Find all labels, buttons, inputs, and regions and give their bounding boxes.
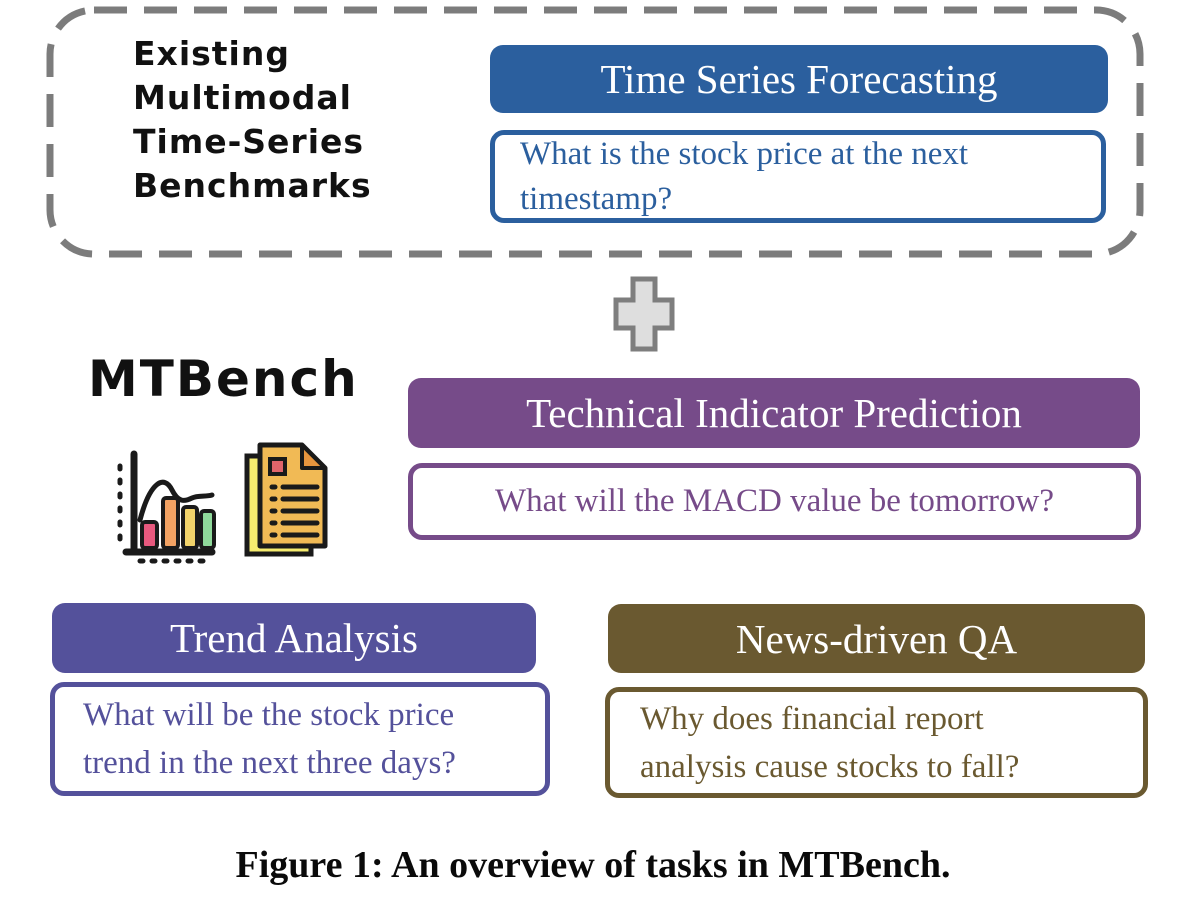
benchmark-group-label-line: Time-Series [133,122,365,161]
task-question-time-series-forecasting: What is the stock price at the next time… [490,130,1106,223]
benchmark-group-dashed-outline [46,6,1144,258]
task-header-news-driven-qa: News-driven QA [608,604,1145,673]
figure-caption: Figure 1: An overview of tasks in MTBenc… [235,844,951,886]
mtbench-label: MTBench [88,350,359,408]
task-question-trend-analysis: What will be the stock price trend in th… [50,682,550,796]
task-header-technical-indicator-prediction: Technical Indicator Prediction [408,378,1140,448]
bar-chart-icon [117,450,216,564]
task-question-technical-indicator-prediction: What will the MACD value be tomorrow? [408,463,1141,540]
benchmark-group-label-line: Multimodal [133,78,352,117]
task-header-trend-analysis: Trend Analysis [52,603,536,673]
plus-icon [613,276,675,352]
document-icon [244,442,328,557]
benchmark-group-label: Existing Multimodal Time-Series Benchmar… [133,32,372,208]
benchmark-group-label-line: Existing [133,34,290,73]
benchmark-group-label-line: Benchmarks [133,166,372,205]
task-header-time-series-forecasting: Time Series Forecasting [490,45,1108,113]
task-question-news-driven-qa: Why does financial report analysis cause… [605,687,1148,798]
